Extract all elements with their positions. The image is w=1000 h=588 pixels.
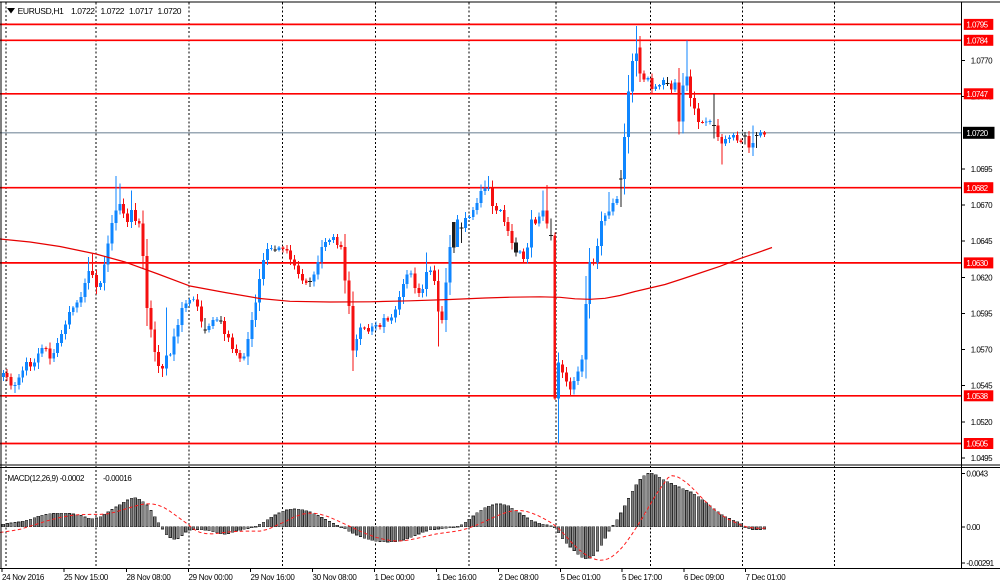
svg-text:28 Nov 08:00: 28 Nov 08:00 <box>127 573 172 582</box>
svg-text:30 Nov 08:00: 30 Nov 08:00 <box>313 573 358 582</box>
svg-text:5 Dec 01:00: 5 Dec 01:00 <box>561 573 602 582</box>
svg-text:29 Nov 00:00: 29 Nov 00:00 <box>189 573 234 582</box>
svg-text:1.0720: 1.0720 <box>158 6 182 16</box>
svg-text:-0.00016: -0.00016 <box>103 474 132 483</box>
svg-text:1.0630: 1.0630 <box>966 259 988 268</box>
svg-text:0.00: 0.00 <box>966 523 980 532</box>
svg-text:1.0595: 1.0595 <box>971 309 993 318</box>
svg-text:29 Nov 16:00: 29 Nov 16:00 <box>251 573 296 582</box>
svg-text:1.0795: 1.0795 <box>966 21 988 30</box>
svg-text:0.0043: 0.0043 <box>966 469 988 478</box>
svg-text:MACD(12,26,9) -0.0002: MACD(12,26,9) -0.0002 <box>8 474 85 483</box>
svg-text:1 Dec 00:00: 1 Dec 00:00 <box>375 573 416 582</box>
svg-text:1.0520: 1.0520 <box>971 418 993 427</box>
svg-text:EURUSD,H1: EURUSD,H1 <box>18 6 65 16</box>
svg-text:1.0695: 1.0695 <box>971 165 993 174</box>
svg-text:1.0720: 1.0720 <box>966 129 988 138</box>
svg-text:1.0645: 1.0645 <box>971 237 993 246</box>
svg-text:1.0570: 1.0570 <box>971 346 993 355</box>
svg-text:1.0722: 1.0722 <box>71 6 95 16</box>
svg-text:6 Dec 09:00: 6 Dec 09:00 <box>684 573 725 582</box>
svg-text:1.0495: 1.0495 <box>971 454 993 463</box>
svg-text:5 Dec 17:00: 5 Dec 17:00 <box>622 573 663 582</box>
svg-text:1.0670: 1.0670 <box>971 201 993 210</box>
svg-text:2 Dec 08:00: 2 Dec 08:00 <box>499 573 540 582</box>
svg-text:1.0722: 1.0722 <box>101 6 125 16</box>
svg-text:1 Dec 16:00: 1 Dec 16:00 <box>437 573 478 582</box>
svg-text:1.0770: 1.0770 <box>971 57 993 66</box>
svg-text:7 Dec 01:00: 7 Dec 01:00 <box>746 573 787 582</box>
svg-text:24 Nov 2016: 24 Nov 2016 <box>2 573 45 582</box>
svg-text:1.0682: 1.0682 <box>966 184 988 193</box>
svg-text:1.0545: 1.0545 <box>971 382 993 391</box>
svg-text:25 Nov 15:00: 25 Nov 15:00 <box>64 573 109 582</box>
svg-text:1.0717: 1.0717 <box>129 6 153 16</box>
svg-text:-0.00291: -0.00291 <box>966 559 994 568</box>
svg-text:1.0747: 1.0747 <box>966 90 988 99</box>
svg-text:1.0620: 1.0620 <box>971 273 993 282</box>
svg-text:1.0538: 1.0538 <box>966 392 988 401</box>
svg-text:1.0784: 1.0784 <box>966 36 988 45</box>
svg-text:1.0505: 1.0505 <box>966 440 988 449</box>
